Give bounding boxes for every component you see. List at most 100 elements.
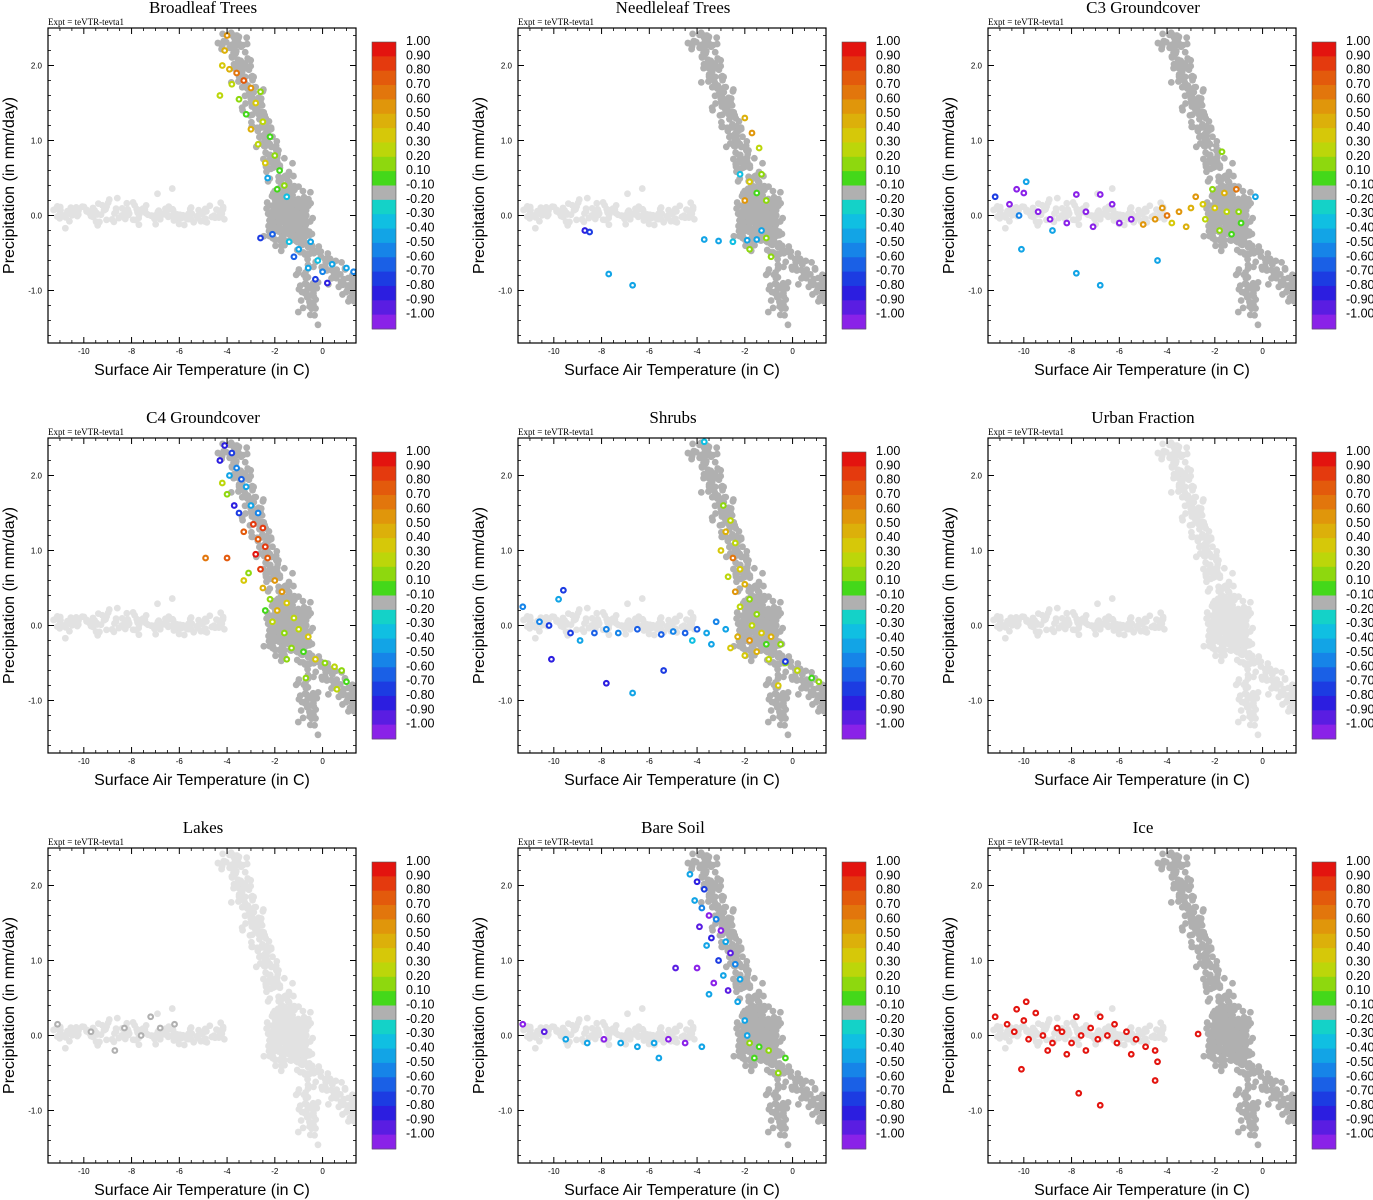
background-point <box>219 615 227 623</box>
colorbar-swatch <box>1312 257 1336 272</box>
background-point <box>108 626 116 633</box>
background-point <box>272 652 279 660</box>
background-point <box>794 280 802 288</box>
colorbar-label: -0.70 <box>876 264 905 278</box>
data-point-center <box>254 552 258 556</box>
background-point <box>701 41 709 49</box>
background-point <box>1183 40 1191 48</box>
background-point <box>1034 221 1042 229</box>
background-point <box>312 305 319 312</box>
colorbar-swatch <box>842 300 866 316</box>
background-point <box>56 209 64 217</box>
data-point-center <box>249 127 253 131</box>
background-point <box>297 707 305 714</box>
background-point <box>344 707 352 715</box>
background-point <box>728 101 736 109</box>
background-point <box>1199 86 1207 93</box>
background-point <box>352 708 356 716</box>
colorbar-swatch <box>1312 128 1336 143</box>
background-point <box>268 566 276 574</box>
background-point <box>1227 187 1235 195</box>
background-point <box>555 208 563 216</box>
colorbar-swatch <box>372 199 396 215</box>
background-point <box>1075 221 1083 229</box>
data-point-center <box>232 504 236 507</box>
background-point <box>165 203 173 211</box>
background-point <box>348 276 356 284</box>
background-point <box>996 209 1004 217</box>
background-point <box>300 681 308 689</box>
background-point <box>645 630 653 638</box>
data-point-center <box>280 590 284 594</box>
background-point <box>687 199 695 207</box>
data-point-center <box>335 687 339 691</box>
colorbar-swatch <box>1312 142 1336 158</box>
data-point-center <box>743 199 747 202</box>
background-point <box>293 635 301 643</box>
background-point <box>1110 217 1118 224</box>
background-point <box>1183 34 1191 42</box>
background-point <box>1168 54 1176 61</box>
x-tick-label: 0 <box>320 757 325 766</box>
background-point <box>1195 133 1203 141</box>
background-point <box>250 494 258 501</box>
background-point <box>220 37 228 45</box>
colorbar-label: 0.30 <box>1346 134 1370 148</box>
background-point <box>1184 82 1192 89</box>
background-point <box>244 492 252 499</box>
background-point <box>1075 214 1083 222</box>
background-point <box>563 621 571 628</box>
background-point <box>1034 200 1042 208</box>
background-point <box>750 564 758 572</box>
background-point <box>263 128 270 136</box>
panel-title: Needleleaf Trees <box>616 0 731 17</box>
background-point <box>720 84 728 91</box>
colorbar-swatch <box>1312 199 1336 215</box>
colorbar-swatch <box>372 581 396 596</box>
background-point <box>228 54 236 61</box>
background-point <box>1245 195 1252 203</box>
background-point <box>788 263 796 271</box>
background-point <box>531 634 539 642</box>
background-point <box>1239 200 1247 208</box>
data-point-center <box>1075 193 1078 196</box>
background-point <box>280 564 288 572</box>
background-point <box>272 146 280 154</box>
data-point-center <box>340 669 343 672</box>
colorbar-swatch <box>842 199 866 215</box>
background-point <box>733 205 740 212</box>
background-point <box>729 530 736 538</box>
background-point <box>312 715 319 722</box>
background-point <box>296 692 304 700</box>
data-point-center <box>273 154 277 157</box>
data-point-center <box>1091 225 1095 229</box>
background-point <box>299 714 307 722</box>
background-point <box>1289 288 1296 296</box>
background-point <box>241 63 249 71</box>
data-point-center <box>760 229 763 232</box>
background-point <box>294 235 301 243</box>
data-point-center <box>273 579 277 582</box>
background-point <box>564 610 572 618</box>
background-point <box>123 199 131 207</box>
colorbar-label: -0.20 <box>406 602 435 616</box>
colorbar-label: 0.40 <box>876 120 900 134</box>
background-point <box>1292 298 1296 306</box>
colorbar-swatch <box>372 566 396 582</box>
background-point <box>284 227 292 235</box>
background-point <box>262 149 269 156</box>
background-point <box>141 615 149 623</box>
background-point <box>809 291 816 298</box>
data-point-center <box>240 477 243 481</box>
background-point <box>277 634 284 642</box>
background-point <box>591 215 599 223</box>
data-point-center <box>304 676 308 680</box>
colorbar-swatch <box>842 242 866 258</box>
background-point <box>1233 225 1241 233</box>
background-point <box>1240 271 1248 279</box>
data-point-center <box>285 195 289 199</box>
background-point <box>152 220 160 228</box>
background-point <box>1181 48 1189 56</box>
data-point-center <box>1165 214 1169 217</box>
colorbar-label: 0.50 <box>876 106 900 120</box>
